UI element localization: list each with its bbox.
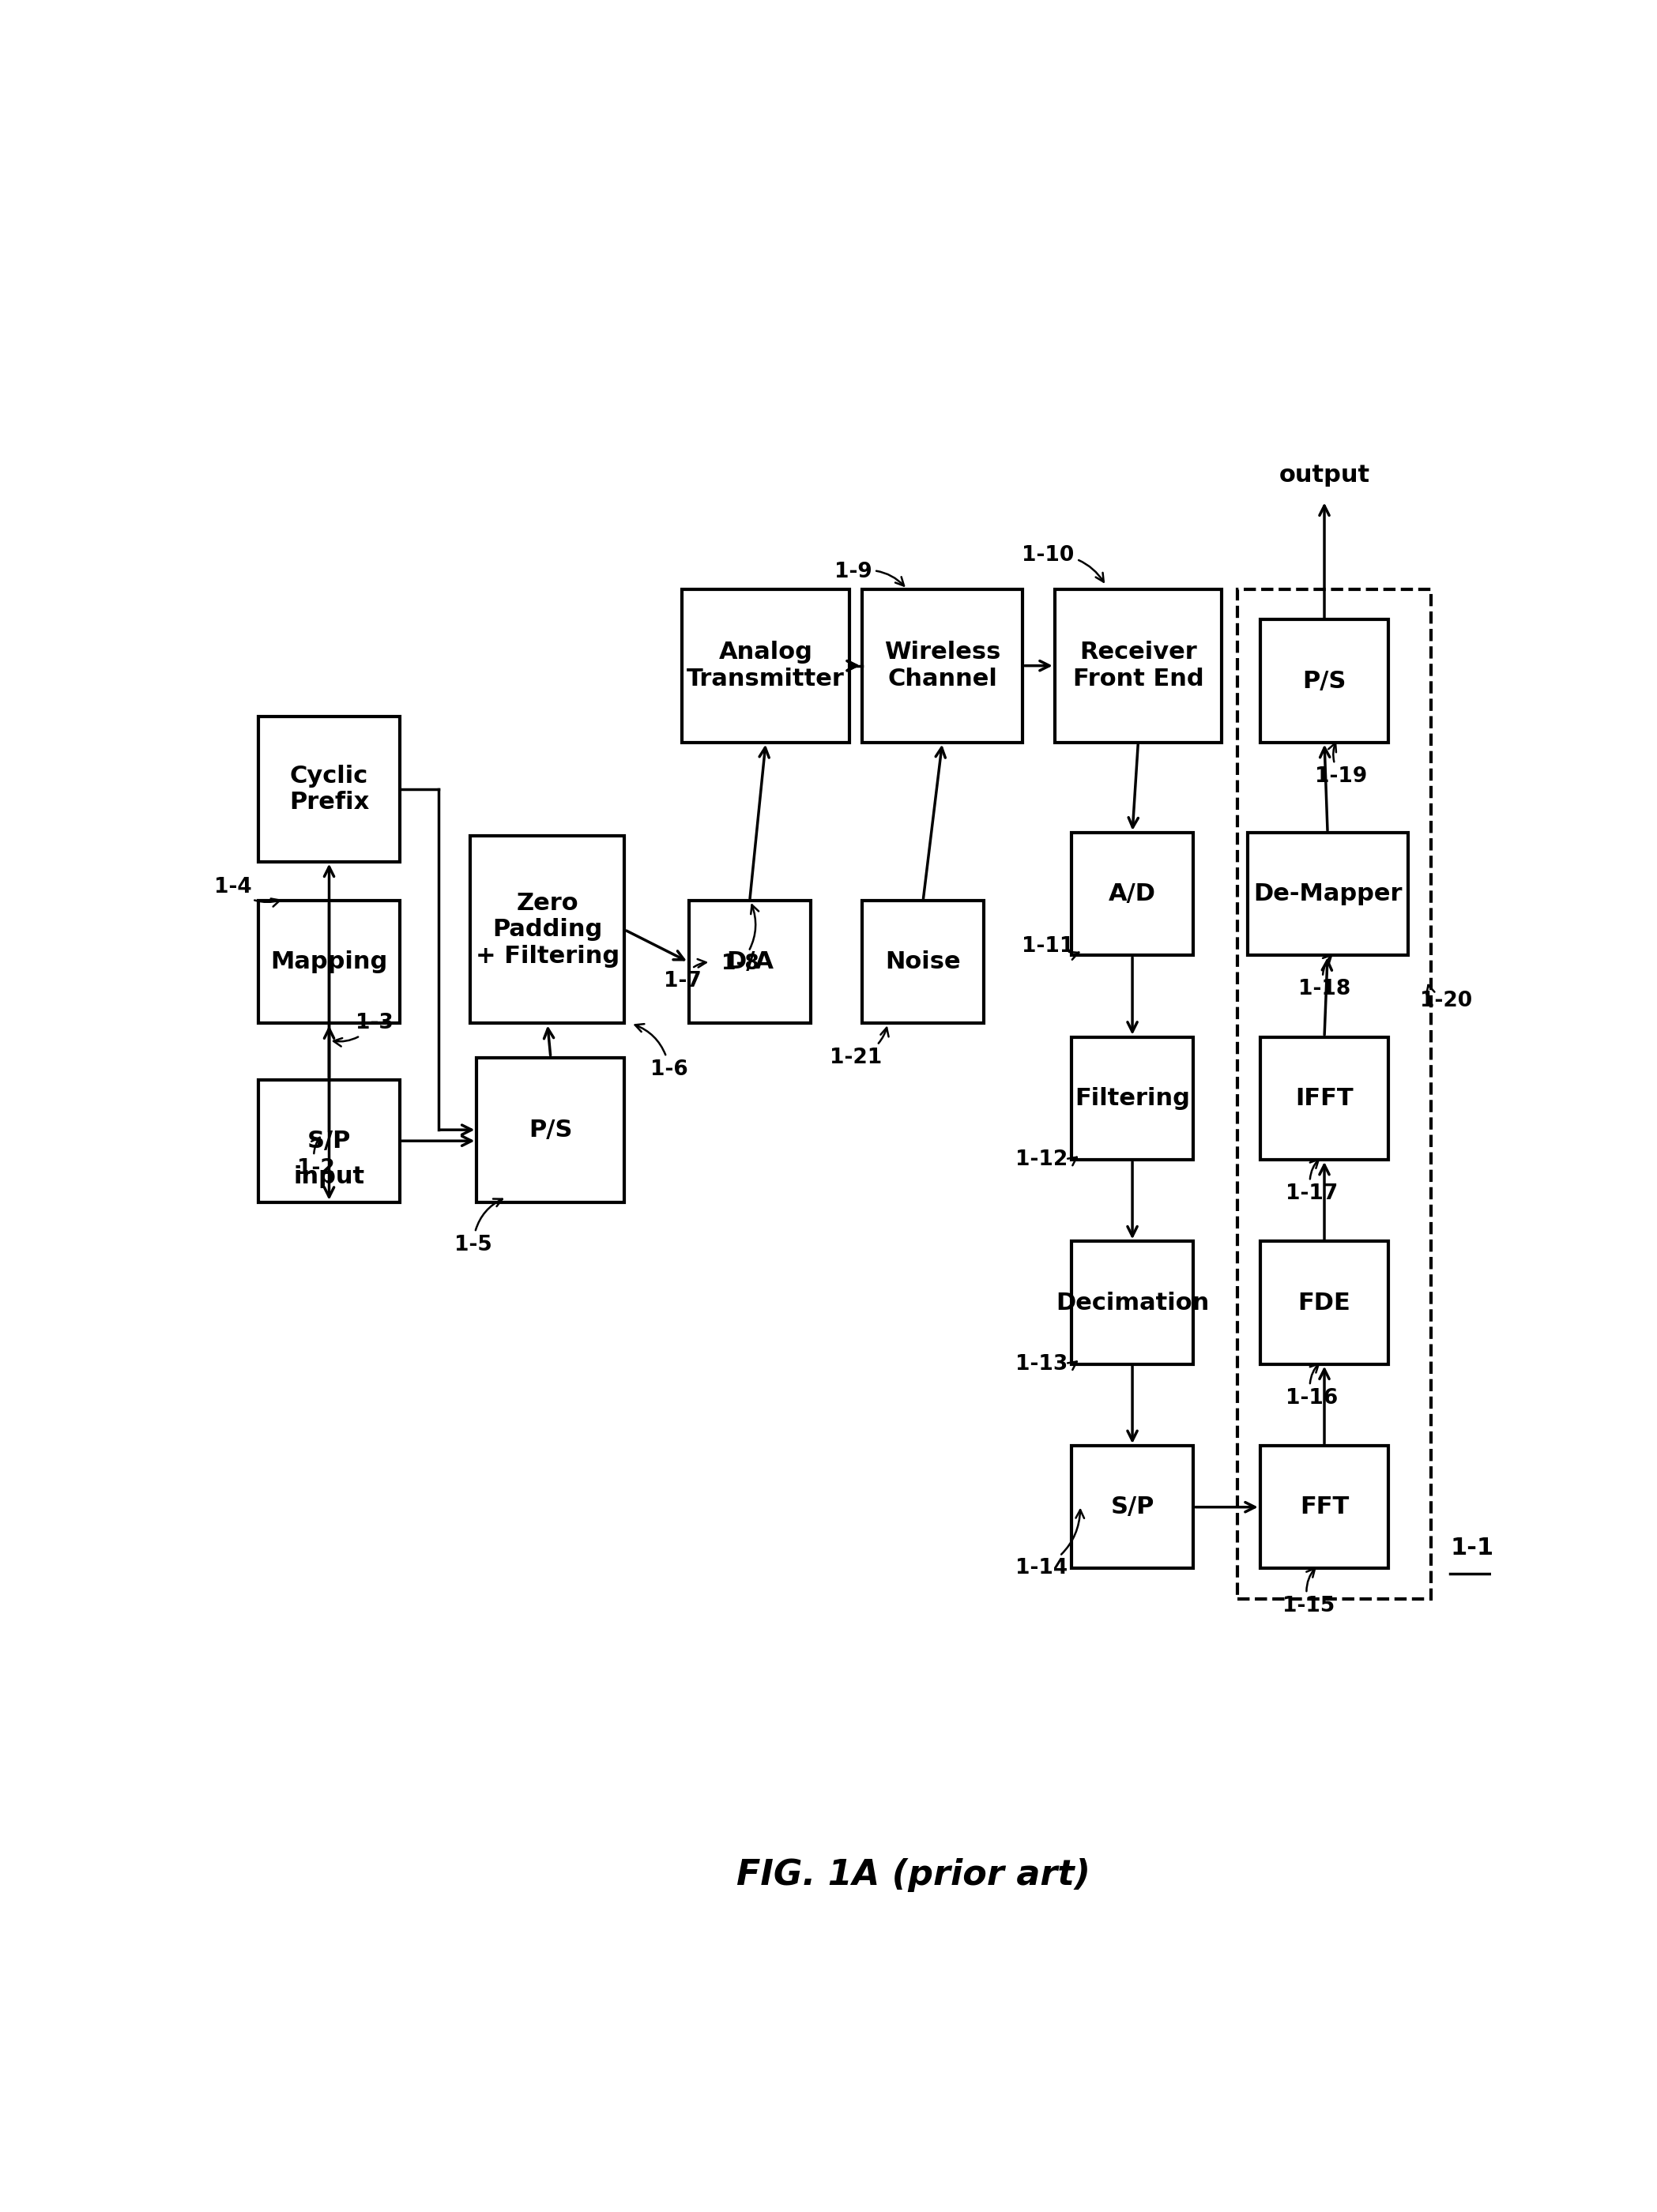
Text: Decimation: Decimation bbox=[1056, 1292, 1210, 1314]
FancyBboxPatch shape bbox=[862, 588, 1022, 743]
FancyBboxPatch shape bbox=[862, 900, 984, 1024]
Text: Analog
Transmitter: Analog Transmitter bbox=[686, 641, 845, 690]
Text: 1-9: 1-9 bbox=[833, 562, 905, 586]
Text: 1-2: 1-2 bbox=[297, 1137, 335, 1179]
Text: Wireless
Channel: Wireless Channel bbox=[885, 641, 1001, 690]
Text: 1-8: 1-8 bbox=[721, 905, 759, 973]
Text: FDE: FDE bbox=[1297, 1292, 1350, 1314]
Text: 1-15: 1-15 bbox=[1283, 1568, 1336, 1617]
Text: 1-14: 1-14 bbox=[1016, 1511, 1084, 1579]
FancyBboxPatch shape bbox=[1248, 832, 1408, 956]
Text: 1-16: 1-16 bbox=[1286, 1365, 1337, 1409]
FancyBboxPatch shape bbox=[471, 836, 625, 1024]
FancyBboxPatch shape bbox=[1259, 1447, 1389, 1568]
FancyBboxPatch shape bbox=[1072, 1447, 1193, 1568]
Text: 1-18: 1-18 bbox=[1297, 956, 1350, 1000]
Text: De-Mapper: De-Mapper bbox=[1253, 883, 1402, 905]
Text: 1-17: 1-17 bbox=[1286, 1159, 1337, 1203]
FancyBboxPatch shape bbox=[1072, 1037, 1193, 1159]
FancyBboxPatch shape bbox=[258, 900, 399, 1024]
Text: P/S: P/S bbox=[1302, 670, 1345, 692]
FancyBboxPatch shape bbox=[1072, 832, 1193, 956]
FancyBboxPatch shape bbox=[1056, 588, 1221, 743]
Text: input: input bbox=[293, 1166, 365, 1188]
Text: 1-10: 1-10 bbox=[1022, 544, 1104, 582]
Text: 1-20: 1-20 bbox=[1420, 984, 1473, 1011]
Text: S/P: S/P bbox=[307, 1130, 351, 1152]
FancyBboxPatch shape bbox=[1072, 1241, 1193, 1365]
Text: P/S: P/S bbox=[529, 1119, 573, 1141]
FancyBboxPatch shape bbox=[258, 717, 399, 860]
Text: A/D: A/D bbox=[1109, 883, 1157, 905]
FancyBboxPatch shape bbox=[1259, 1241, 1389, 1365]
FancyBboxPatch shape bbox=[683, 588, 850, 743]
Text: Filtering: Filtering bbox=[1075, 1086, 1190, 1110]
Text: Cyclic
Prefix: Cyclic Prefix bbox=[288, 765, 370, 814]
Text: 1-19: 1-19 bbox=[1316, 743, 1367, 787]
FancyBboxPatch shape bbox=[1259, 619, 1389, 743]
Text: D/A: D/A bbox=[726, 951, 774, 973]
Text: 1-11: 1-11 bbox=[1022, 936, 1079, 960]
Text: Receiver
Front End: Receiver Front End bbox=[1072, 641, 1203, 690]
FancyBboxPatch shape bbox=[689, 900, 810, 1024]
Text: 1-4: 1-4 bbox=[214, 876, 280, 907]
Text: 1-3: 1-3 bbox=[333, 1013, 393, 1046]
FancyBboxPatch shape bbox=[477, 1057, 625, 1203]
Text: output: output bbox=[1279, 465, 1370, 487]
FancyBboxPatch shape bbox=[258, 1079, 399, 1203]
Text: 1-5: 1-5 bbox=[454, 1199, 502, 1254]
Text: 1-21: 1-21 bbox=[830, 1029, 888, 1068]
Text: S/P: S/P bbox=[1110, 1495, 1155, 1520]
Text: 1-6: 1-6 bbox=[635, 1024, 688, 1079]
Text: 1-7: 1-7 bbox=[663, 960, 706, 991]
Text: FIG. 1A (prior art): FIG. 1A (prior art) bbox=[736, 1858, 1090, 1891]
Text: FFT: FFT bbox=[1299, 1495, 1349, 1520]
Text: 1-12: 1-12 bbox=[1016, 1150, 1077, 1170]
FancyBboxPatch shape bbox=[1259, 1037, 1389, 1159]
Text: Noise: Noise bbox=[885, 951, 961, 973]
Text: 1-13: 1-13 bbox=[1016, 1354, 1077, 1374]
Text: 1-1: 1-1 bbox=[1450, 1537, 1493, 1559]
Text: Mapping: Mapping bbox=[270, 951, 388, 973]
Text: Zero
Padding
+ Filtering: Zero Padding + Filtering bbox=[476, 891, 620, 967]
Text: IFFT: IFFT bbox=[1296, 1086, 1354, 1110]
